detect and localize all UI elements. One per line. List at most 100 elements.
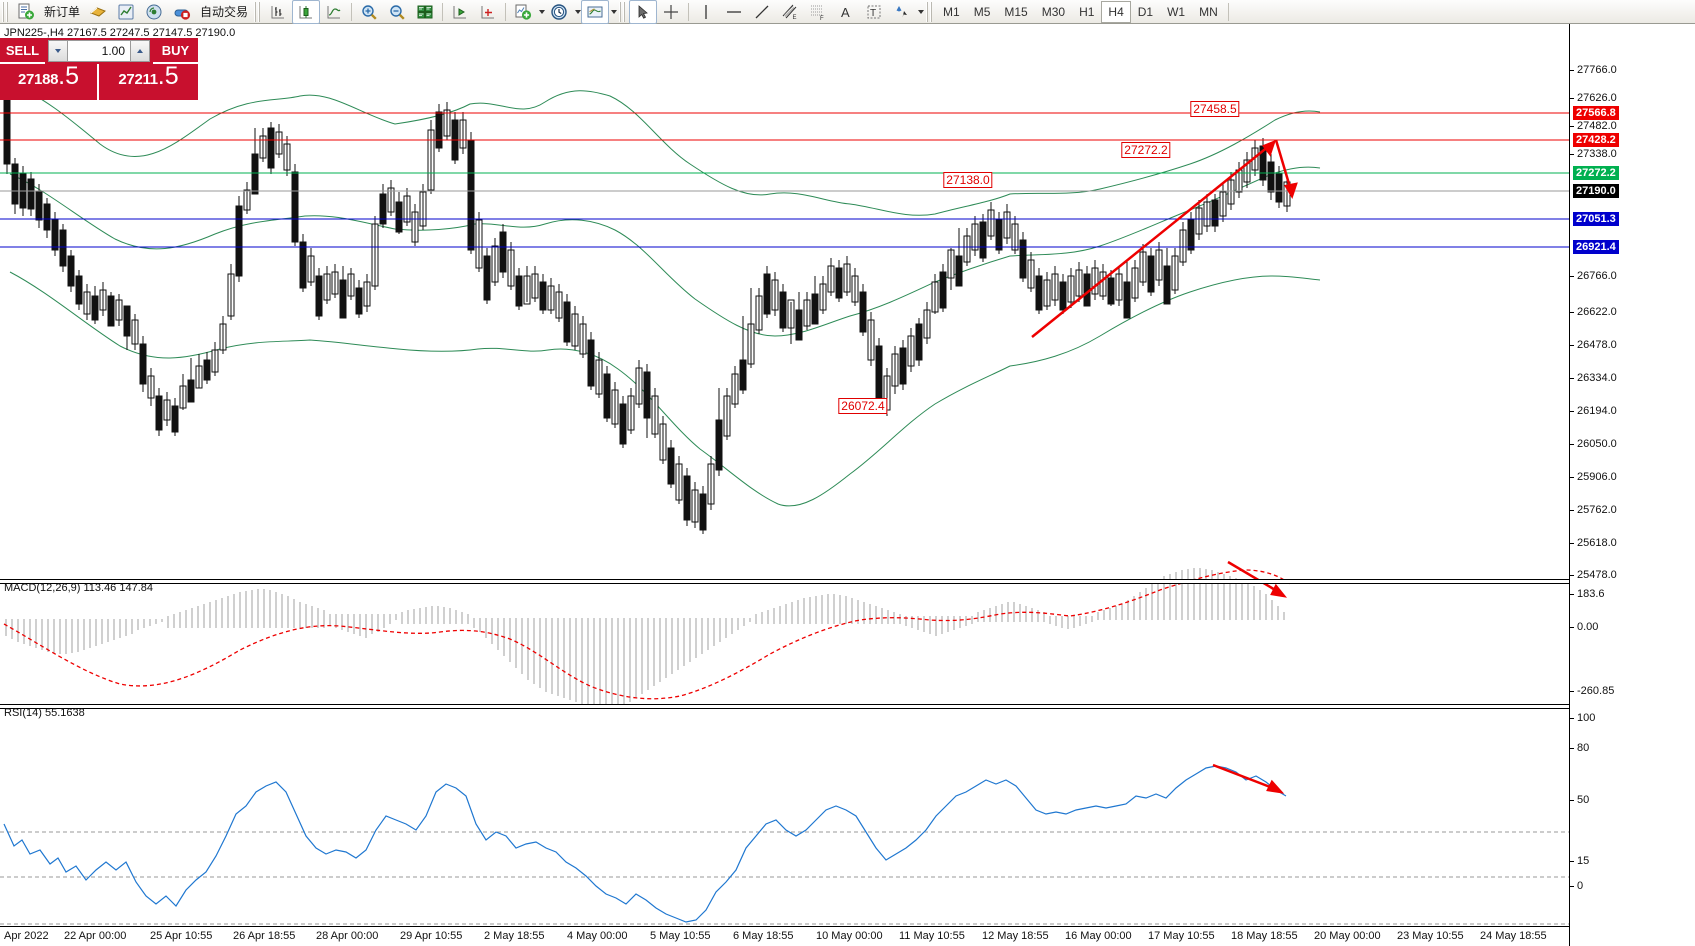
price-tick: 26194.0: [1570, 405, 1617, 417]
price-tick: 26478.0: [1570, 339, 1617, 351]
price-scale[interactable]: 27766.0 27626.0 27566.8 27482.0 27428.2 …: [1569, 24, 1695, 946]
new-order-label[interactable]: 新订单: [44, 5, 81, 19]
price-badge-current: 27190.0: [1573, 184, 1619, 198]
trendline-icon[interactable]: [748, 0, 776, 24]
signals-icon[interactable]: [140, 0, 168, 24]
text-label-icon[interactable]: T: [860, 0, 888, 24]
period-caret-icon[interactable]: [575, 9, 582, 14]
pane-separator-rsi[interactable]: [0, 704, 1569, 709]
buy-button[interactable]: BUY: [153, 38, 198, 64]
buy-price-decimal: .5: [157, 62, 179, 90]
crosshair-icon[interactable]: [657, 0, 685, 24]
fibonacci-retracement-icon[interactable]: F: [804, 0, 832, 24]
annotation-27138[interactable]: 27138.0: [943, 172, 993, 188]
cursor-icon[interactable]: [629, 0, 658, 24]
time-tick: 29 Apr 10:55: [400, 930, 463, 942]
toolbar-grip[interactable]: [2, 1, 10, 22]
candlesticks: [3, 72, 1291, 534]
price-tick: 27766.0: [1570, 64, 1617, 76]
gold-icon[interactable]: [84, 0, 112, 24]
templates-icon[interactable]: [581, 0, 610, 24]
chevron-up-icon: [137, 49, 143, 53]
volume-decrement-button[interactable]: [48, 40, 68, 62]
toolbar-grip-4[interactable]: [926, 1, 935, 22]
zoom-out-icon[interactable]: [383, 0, 411, 24]
time-tick: 22 Apr 00:00: [64, 930, 127, 942]
time-tick: 20 May 00:00: [1314, 930, 1381, 942]
sell-price-decimal: .5: [58, 62, 80, 90]
volume-input[interactable]: 1.00: [68, 40, 130, 62]
vertical-line-icon[interactable]: [692, 0, 720, 24]
timeframe-h1[interactable]: H1: [1079, 4, 1095, 19]
toolbar-separator: [351, 2, 353, 21]
bar-chart-icon[interactable]: [264, 0, 292, 24]
templates-caret-icon[interactable]: [611, 9, 618, 14]
equidistant-channel-icon[interactable]: E: [776, 0, 804, 24]
time-axis[interactable]: Apr 2022 22 Apr 00:00 25 Apr 10:55 26 Ap…: [0, 926, 1569, 946]
annotation-27272[interactable]: 27272.2: [1121, 142, 1171, 158]
pane-separator-macd[interactable]: [0, 579, 1569, 584]
rsi-tick: 0: [1570, 880, 1583, 892]
text-icon[interactable]: A: [832, 0, 860, 24]
add-indicator-caret-icon[interactable]: [539, 9, 546, 14]
arrows-caret-icon[interactable]: [918, 9, 925, 14]
annotation-27458[interactable]: 27458.5: [1190, 101, 1240, 117]
volume-stepper[interactable]: 1.00: [45, 38, 153, 64]
timeframe-m30[interactable]: M30: [1041, 4, 1066, 19]
one-click-trading-panel[interactable]: SELL 1.00 BUY 27188 .5 27211 .5: [0, 38, 198, 100]
price-tick: 25478.0: [1570, 569, 1617, 581]
timeframe-mn[interactable]: MN: [1199, 4, 1218, 19]
tile-windows-icon[interactable]: [411, 0, 439, 24]
volume-increment-button[interactable]: [130, 40, 150, 62]
macd-plot: [3, 560, 1291, 708]
time-tick: 28 Apr 00:00: [316, 930, 379, 942]
price-tick: 26622.0: [1570, 306, 1617, 318]
line-chart-icon[interactable]: [320, 0, 348, 24]
time-tick: 12 May 18:55: [982, 930, 1049, 942]
time-tick: 24 May 18:55: [1480, 930, 1547, 942]
timeframe-h4[interactable]: H4: [1101, 0, 1131, 23]
auto-scroll-icon[interactable]: [474, 0, 502, 24]
price-pane-drawing: [0, 72, 1569, 925]
toolbar-grip-2[interactable]: [254, 1, 263, 22]
sell-price[interactable]: 27188 .5: [0, 64, 99, 100]
period-clock-icon[interactable]: [545, 0, 573, 24]
horizontal-line-icon[interactable]: [720, 0, 748, 24]
chart-window-icon[interactable]: [112, 0, 140, 24]
add-indicator-icon[interactable]: [509, 0, 537, 24]
price-badge-27272: 27272.2: [1573, 166, 1619, 180]
timeframe-m15[interactable]: M15: [1004, 4, 1028, 19]
svg-text:T: T: [870, 8, 876, 19]
chevron-down-icon: [55, 49, 61, 53]
time-tick: 16 May 00:00: [1065, 930, 1132, 942]
macd-tick: 183.6: [1570, 588, 1605, 600]
new-order-icon[interactable]: [12, 0, 40, 24]
arrows-icon[interactable]: [888, 0, 916, 24]
toolbar-grip-3[interactable]: [619, 1, 628, 22]
timeframe-w1[interactable]: W1: [1167, 4, 1186, 19]
timeframe-m5[interactable]: M5: [973, 4, 991, 19]
chart-shift-icon[interactable]: [446, 0, 474, 24]
macd-tick: 0.00: [1570, 621, 1598, 633]
price-tick: 25906.0: [1570, 471, 1617, 483]
timeframe-m1[interactable]: M1: [943, 4, 960, 19]
price-badge-26921: 26921.4: [1573, 240, 1619, 254]
zoom-in-icon[interactable]: [355, 0, 383, 24]
sell-button[interactable]: SELL: [0, 38, 45, 64]
price-tick: 25618.0: [1570, 537, 1617, 549]
candlestick-chart-icon[interactable]: [292, 0, 321, 24]
svg-text:E: E: [793, 15, 797, 21]
time-tick: 6 May 18:55: [733, 930, 794, 942]
auto-trading-label[interactable]: 自动交易: [200, 5, 249, 19]
annotation-26072[interactable]: 26072.4: [838, 398, 888, 414]
auto-trading-icon[interactable]: [168, 0, 196, 24]
buy-price[interactable]: 27211 .5: [99, 64, 198, 100]
price-tick: 26050.0: [1570, 438, 1617, 450]
chart-canvas[interactable]: JPN225-,H4 27167.5 27247.5 27147.5 27190…: [0, 24, 1695, 946]
one-click-prices-row: 27188 .5 27211 .5: [0, 64, 198, 100]
price-tick: 27338.0: [1570, 148, 1617, 160]
toolbar-separator-4: [688, 2, 690, 21]
price-badge-27051: 27051.3: [1573, 212, 1619, 226]
timeframe-d1[interactable]: D1: [1137, 4, 1154, 19]
